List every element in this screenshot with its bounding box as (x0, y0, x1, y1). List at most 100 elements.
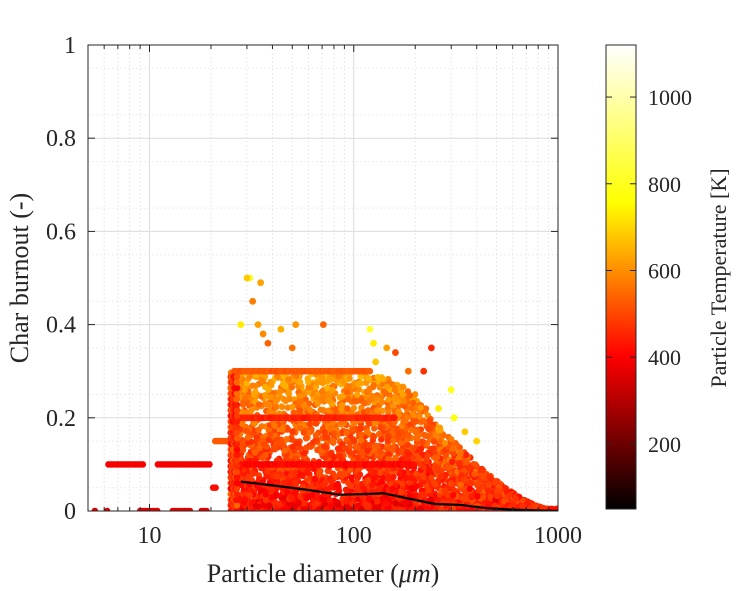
scatter-point (244, 428, 251, 435)
scatter-point (264, 339, 272, 347)
x-axis-label-unit: μm (398, 559, 431, 588)
scatter-point (342, 470, 349, 478)
scatter-point (257, 279, 265, 287)
scatter-point (410, 445, 417, 452)
scatter-point (397, 439, 404, 447)
scatter-point (292, 479, 299, 486)
scatter-point (300, 500, 307, 507)
scatter-point (369, 393, 376, 400)
scatter-point (233, 485, 241, 492)
scatter-point (384, 437, 392, 445)
scatter-point (411, 391, 419, 398)
scatter-point (233, 451, 241, 459)
scatter-point (296, 407, 303, 414)
scatter-point (246, 491, 254, 499)
y-tick-labels: 0 0.2 0.4 0.6 0.8 1 (46, 33, 76, 525)
x-axis-label: Particle diameter (μm) (207, 559, 440, 588)
colorbar-gradient (605, 44, 637, 510)
scatter-point (361, 443, 368, 450)
scatter-point (344, 405, 351, 412)
scatter-point (410, 461, 418, 468)
scatter-point (369, 437, 377, 444)
scatter-point (241, 499, 248, 506)
scatter-point (268, 381, 275, 389)
scatter-point (417, 404, 424, 411)
scatter-point (292, 469, 299, 476)
scatter-point (243, 409, 250, 416)
scatter-point (319, 395, 327, 403)
scatter-point (316, 505, 324, 511)
scatter-point (203, 507, 210, 511)
scatter-point (318, 374, 326, 381)
scatter-point (324, 467, 332, 475)
scatter-point (233, 435, 241, 442)
scatter-point (305, 400, 313, 407)
scatter-point (233, 373, 241, 381)
scatter-point (402, 417, 409, 425)
scatter-point (282, 382, 289, 390)
scatter-point (370, 425, 378, 432)
scatter-point (351, 419, 358, 427)
y-tick-label: 0.6 (46, 219, 76, 245)
scatter-point (343, 498, 350, 505)
scatter-point (440, 432, 447, 439)
scatter-point (471, 470, 478, 478)
scatter-point (383, 344, 391, 352)
scatter-point (311, 475, 319, 483)
scatter-point (265, 436, 272, 444)
scatter-point (304, 493, 311, 501)
scatter-point (233, 395, 241, 403)
scatter-point (402, 499, 409, 507)
scatter-point (233, 379, 241, 386)
scatter-point (373, 407, 381, 414)
scatter-point (371, 474, 378, 481)
scatter-point (256, 444, 263, 452)
scatter-point (353, 479, 360, 486)
scatter-point (351, 437, 358, 445)
scatter-point (339, 378, 347, 385)
scatter-point (408, 484, 416, 492)
scatter-point (254, 321, 262, 328)
scatter-point (348, 474, 355, 481)
scatter-point (288, 383, 296, 391)
scatter-point (282, 506, 290, 511)
scatter-point (404, 367, 412, 375)
scatter-point (263, 400, 270, 407)
scatter-point (414, 434, 421, 442)
scatter-point (277, 325, 285, 333)
scatter-point (342, 504, 349, 511)
x-axis-label-suffix: ) (431, 559, 440, 588)
scatter-point (486, 481, 493, 488)
scatter-point (333, 482, 341, 489)
scatter-point (432, 432, 439, 439)
scatter-point (330, 430, 338, 437)
scatter-point (506, 492, 513, 499)
scatter-point (344, 396, 352, 403)
scatter-point (357, 437, 365, 444)
scatter-point (424, 452, 431, 460)
scatter-point (244, 474, 251, 482)
scatter-point (384, 505, 392, 511)
scatter-point (272, 492, 279, 499)
scatter-point (329, 386, 336, 394)
scatter-point (317, 406, 325, 413)
scatter-point (249, 507, 257, 511)
scatter-point (250, 470, 257, 477)
scatter-point (320, 496, 328, 504)
scatter-point (233, 429, 241, 437)
scatter-point (314, 379, 321, 386)
scatter-point (416, 413, 423, 420)
scatter-point (306, 420, 314, 428)
scatter-point (341, 444, 349, 452)
scatter-point (430, 445, 437, 452)
scatter-point (396, 470, 404, 478)
scatter-point (253, 434, 261, 441)
scatter-point (258, 487, 265, 494)
scatter-point (358, 431, 365, 439)
scatter-point (492, 479, 499, 486)
y-tick-label: 0.8 (46, 126, 76, 152)
scatter-point (306, 406, 313, 414)
scatter-point (365, 387, 373, 395)
scatter-point (244, 434, 252, 441)
scatter-point (326, 375, 334, 382)
